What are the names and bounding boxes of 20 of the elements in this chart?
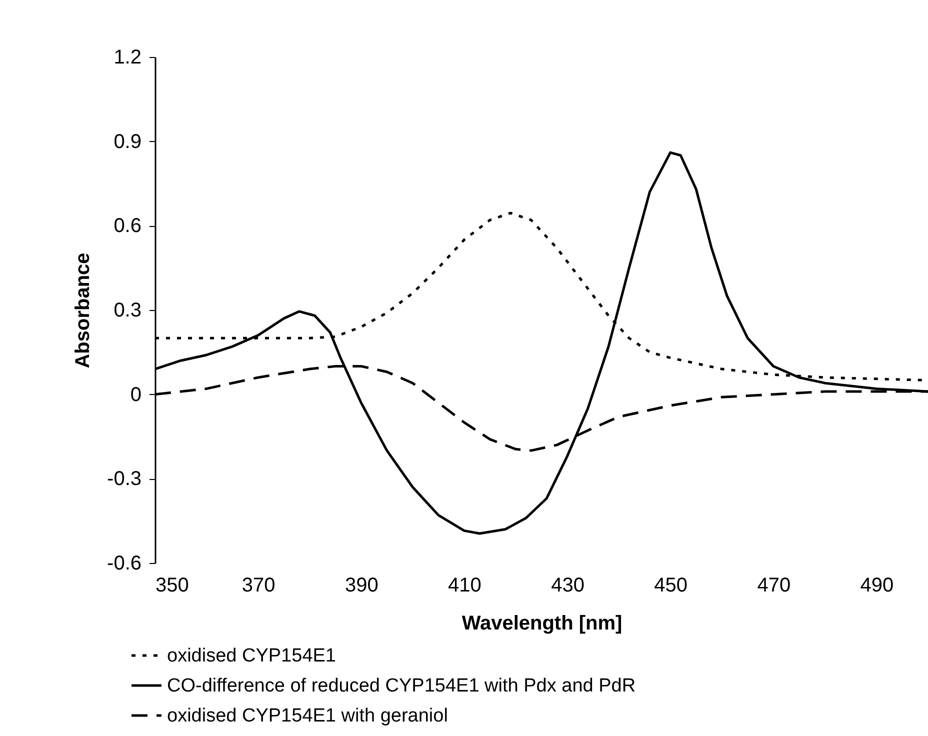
- x-tick-label: 470: [757, 574, 791, 596]
- y-tick-label: 0.6: [114, 215, 142, 238]
- x-axis-title: Wavelength [nm]: [462, 612, 622, 634]
- y-tick-label: 1.2: [114, 46, 142, 68]
- x-tick-label: 410: [448, 574, 482, 596]
- legend-label: oxidised CYP154E1 with geraniol: [167, 706, 448, 726]
- x-tick-label: 450: [654, 574, 688, 596]
- x-tick-label: 490: [860, 574, 894, 596]
- y-tick-label: 0.3: [114, 300, 142, 322]
- legend-label: oxidised CYP154E1: [167, 646, 336, 666]
- x-tick-label: 350: [156, 574, 189, 596]
- y-tick-label: -0.3: [107, 468, 142, 490]
- x-tick-label: 430: [551, 574, 584, 596]
- y-tick-label: 0.9: [114, 130, 142, 153]
- x-tick-label: 370: [242, 574, 276, 596]
- legend-label: CO-difference of reduced CYP154E1 with Pdx and PdR: [167, 676, 636, 696]
- x-tick-label: 390: [344, 574, 378, 596]
- y-tick-label: 0: [130, 384, 142, 406]
- y-axis-title: Absorbance: [72, 252, 94, 368]
- y-tick-label: -0.6: [107, 552, 142, 574]
